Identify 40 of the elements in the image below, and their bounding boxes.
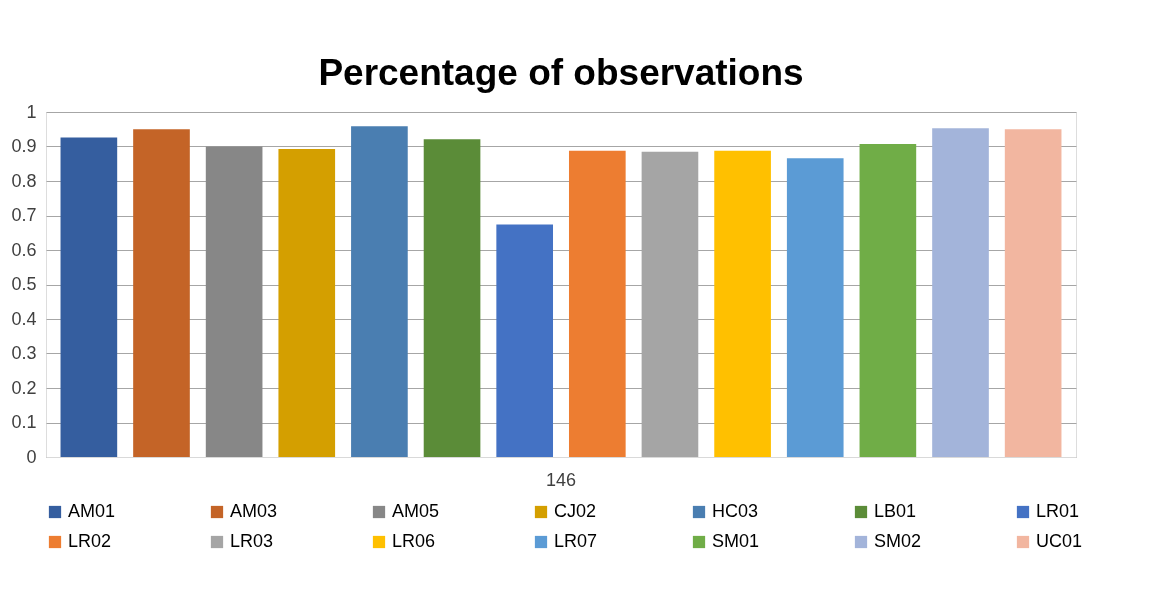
y-tick-label: 0.5 (11, 274, 37, 294)
bar (278, 148, 336, 457)
legend-label: SM01 (712, 531, 760, 551)
legend-label: CJ02 (554, 501, 597, 521)
bar (568, 150, 626, 457)
chart-title: Percentage of observations (318, 52, 804, 93)
bar (133, 129, 190, 457)
legend-label: AM03 (230, 501, 278, 521)
y-tick-label: 0.3 (11, 343, 37, 363)
bar (205, 146, 263, 457)
y-tick-label: 0.9 (11, 136, 37, 156)
legend-label: LR07 (554, 531, 598, 551)
legend-label: UC01 (1036, 531, 1083, 551)
y-tick-label: 0.1 (11, 412, 37, 432)
y-tick-label: 1 (26, 101, 37, 122)
legend-label: AM05 (392, 501, 440, 521)
legend-label: LR02 (68, 531, 112, 551)
bar (1004, 129, 1062, 457)
y-tick-label: 0 (26, 446, 37, 467)
legend-label: LR06 (392, 531, 436, 551)
x-tick-label: 146 (545, 469, 577, 490)
bar (932, 128, 989, 457)
bar (714, 150, 771, 457)
bar (423, 139, 481, 457)
y-tick-label: 0.4 (11, 308, 37, 329)
legend-label: AM01 (68, 501, 116, 521)
y-tick-label: 0.8 (11, 170, 37, 191)
bar (496, 224, 554, 457)
legend-label: HC03 (712, 501, 759, 521)
y-tick-label: 0.6 (11, 239, 37, 260)
legend-label: SM02 (874, 531, 922, 551)
y-tick-label: 0.7 (11, 205, 37, 225)
bar (859, 144, 917, 457)
legend-label: LR03 (230, 531, 274, 551)
bar (786, 158, 844, 457)
legend-label: LB01 (874, 501, 917, 521)
y-tick-label: 0.2 (11, 377, 37, 398)
bar (351, 126, 408, 457)
bar (60, 137, 118, 457)
legend-label: LR01 (1036, 501, 1080, 521)
